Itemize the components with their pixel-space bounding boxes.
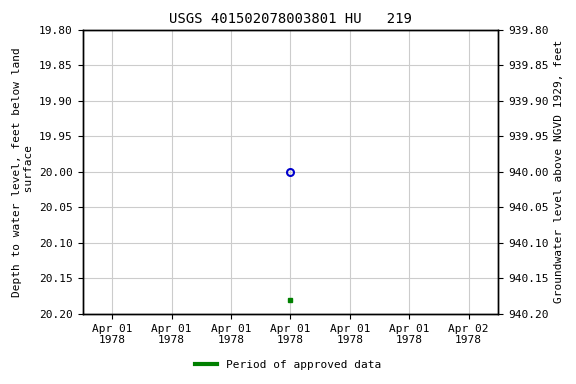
Y-axis label: Depth to water level, feet below land
 surface: Depth to water level, feet below land su… — [12, 47, 33, 297]
Y-axis label: Groundwater level above NGVD 1929, feet: Groundwater level above NGVD 1929, feet — [554, 40, 564, 303]
Legend: Period of approved data: Period of approved data — [191, 356, 385, 375]
Title: USGS 401502078003801 HU   219: USGS 401502078003801 HU 219 — [169, 12, 412, 26]
